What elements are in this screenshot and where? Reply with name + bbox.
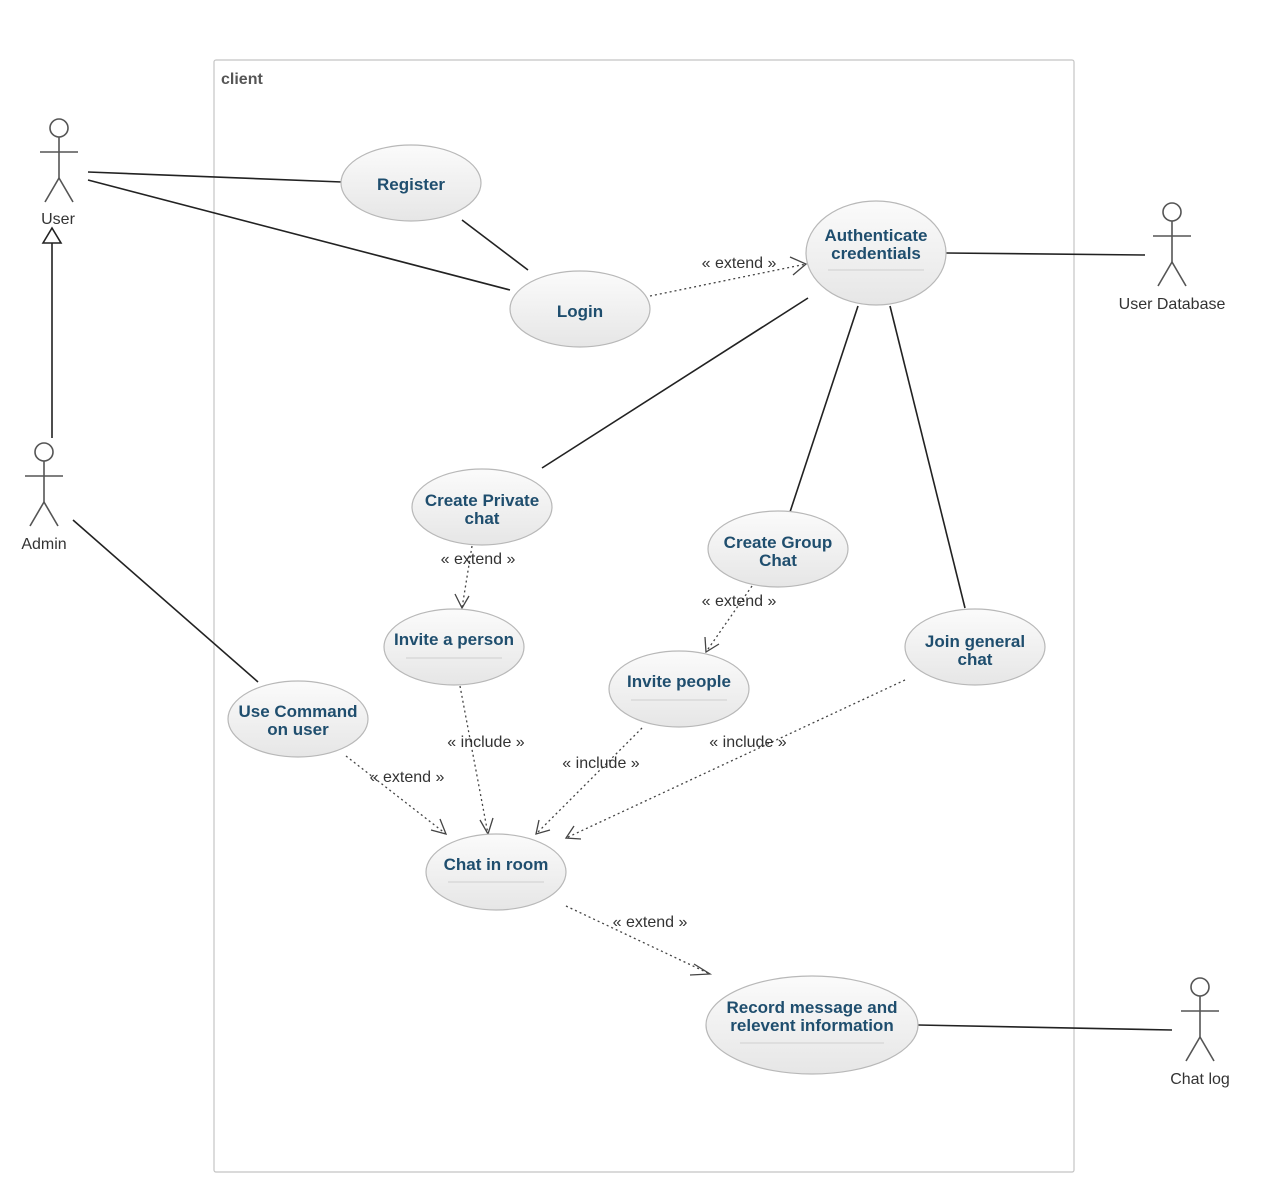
label-login-auth: « extend »: [702, 255, 777, 272]
use-case-label-line2: chat: [465, 509, 500, 528]
use-case-record-message[interactable]: Record message and relevent information: [705, 975, 919, 1075]
label-invite-people-chat: « include »: [562, 755, 639, 772]
dep-chat-record: [565, 905, 711, 975]
use-case-label-line2: relevent information: [730, 1016, 893, 1035]
use-case-label-line1: Authenticate: [825, 226, 928, 245]
actor-label: Admin: [21, 536, 66, 553]
assoc-record-chat-log: [917, 1024, 1173, 1031]
use-case-label-line2: chat: [958, 650, 993, 669]
assoc-user-register: [87, 171, 343, 183]
use-case-use-command-on-user[interactable]: Use Command on user: [227, 680, 369, 758]
use-case-label-line1: Create Group: [724, 533, 833, 552]
use-case-label-line2: on user: [267, 720, 329, 739]
use-case-label: Chat in room: [444, 855, 549, 874]
assoc-auth-join-general: [889, 305, 966, 609]
actor-label: User: [41, 211, 75, 228]
use-case-label-line1: Create Private: [425, 491, 539, 510]
dep-group-invite: [705, 585, 753, 653]
arrowhead-invite-person-chat: [479, 817, 494, 836]
arrowhead-command-chat: [430, 818, 448, 835]
use-case-label-line1: Join general: [925, 632, 1025, 651]
dep-private-invite: [461, 545, 473, 609]
use-case-login[interactable]: Login: [509, 270, 651, 348]
dependencies: [345, 256, 906, 976]
relationship-labels: « extend » « extend » « extend » « inclu…: [370, 255, 787, 931]
use-case-label-line1: Use Command: [238, 702, 357, 721]
use-case-label: Login: [557, 302, 603, 321]
assoc-admin-use-command: [72, 519, 259, 683]
use-case-label-line1: Record message and: [726, 998, 897, 1017]
generalization-arrowhead: [41, 226, 63, 244]
actor-chat-log[interactable]: Chat log: [1170, 977, 1230, 1088]
use-case-label: Register: [377, 175, 445, 194]
actor-user-database[interactable]: User Database: [1119, 202, 1226, 313]
label-invite-person-chat: « include »: [447, 734, 524, 751]
label-command-chat: « extend »: [370, 769, 445, 786]
label-join-chat: « include »: [709, 734, 786, 751]
system-title: client: [221, 71, 263, 88]
use-case-label: Invite people: [627, 672, 731, 691]
generalization-admin-user: [41, 226, 63, 438]
use-case-chat-in-room[interactable]: Chat in room: [425, 833, 567, 911]
dep-command-chat: [345, 755, 447, 835]
use-case-authenticate-credentials[interactable]: Authenticate credentials: [805, 200, 947, 306]
use-case-join-general-chat[interactable]: Join general chat: [904, 608, 1046, 686]
dep-invite-people-chat: [535, 727, 643, 835]
stick-figure-icon: [1181, 977, 1219, 1062]
use-case-label: Invite a person: [394, 630, 514, 649]
label-group-invite: « extend »: [702, 593, 777, 610]
arrowhead-join-chat: [564, 825, 582, 840]
actor-admin[interactable]: Admin: [21, 442, 67, 553]
use-case-invite-people[interactable]: Invite people: [608, 650, 750, 728]
label-private-invite: « extend »: [441, 551, 516, 568]
arrowhead-chat-record: [689, 963, 713, 976]
actor-user[interactable]: User: [40, 118, 78, 228]
use-case-label-line2: Chat: [759, 551, 797, 570]
assoc-auth-create-group: [789, 305, 859, 513]
arrowhead-private-invite: [454, 593, 470, 610]
assoc-auth-create-private: [541, 297, 809, 469]
arrowhead-login-auth: [789, 256, 808, 276]
label-chat-record: « extend »: [613, 914, 688, 931]
actor-label: Chat log: [1170, 1071, 1230, 1088]
associations: [72, 171, 1173, 1031]
use-case-label-line2: credentials: [831, 244, 921, 263]
arrowhead-group-invite: [704, 636, 720, 654]
dep-login-auth: [649, 263, 807, 297]
arrowhead-invite-people-chat: [535, 819, 551, 835]
use-case-invite-a-person[interactable]: Invite a person: [383, 608, 525, 686]
system-boundary: client: [213, 59, 1075, 1173]
dep-invite-person-chat: [459, 685, 489, 835]
use-case-create-private-chat[interactable]: Create Private chat: [411, 468, 553, 546]
stick-figure-icon: [40, 118, 78, 203]
actor-label: User Database: [1119, 296, 1226, 313]
stick-figure-icon: [1153, 202, 1191, 287]
use-case-create-group-chat[interactable]: Create Group Chat: [707, 510, 849, 588]
assoc-register-login: [461, 219, 529, 271]
use-case-register[interactable]: Register: [340, 144, 482, 222]
assoc-user-login: [87, 179, 511, 291]
dep-join-chat: [565, 679, 906, 839]
stick-figure-icon: [25, 442, 63, 527]
assoc-auth-user-database: [945, 252, 1146, 256]
